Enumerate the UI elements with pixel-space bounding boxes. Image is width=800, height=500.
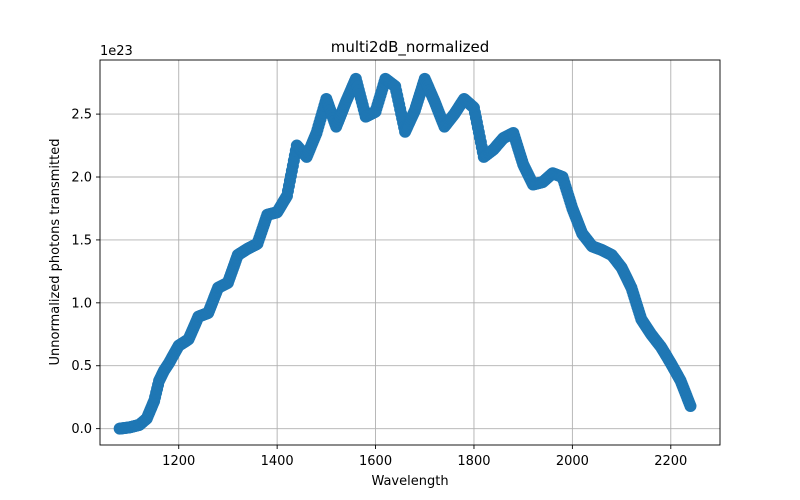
y-tick-label: 0.0 (71, 422, 92, 437)
x-axis-label: Wavelength (371, 474, 448, 489)
x-tick-label: 1600 (359, 454, 392, 469)
x-tick-label: 1400 (261, 454, 294, 469)
y-tick-label: 0.5 (71, 359, 92, 374)
x-tick-label: 1200 (162, 454, 195, 469)
y-tick-label: 2.0 (71, 171, 92, 186)
y-tick-label: 1.0 (71, 296, 92, 311)
data-point (684, 400, 697, 412)
ticks: 1200 1400 1600 1800 2000 2200 0.0 0.5 1.0 1.5 2.0 2… (71, 108, 687, 469)
y-offset-label: 1e23 (100, 44, 133, 59)
chart-title: multi2dB_normalized (331, 38, 490, 57)
data-points (113, 72, 697, 435)
x-tick-label: 2200 (654, 454, 687, 469)
y-tick-label: 2.5 (71, 108, 92, 123)
x-tick-label: 1800 (457, 454, 490, 469)
x-tick-label: 2000 (556, 454, 589, 469)
y-axis-label: Unnormalized photons transmitted (48, 139, 63, 366)
y-tick-label: 1.5 (71, 233, 92, 248)
grid (100, 60, 720, 445)
plot-frame (99, 59, 721, 446)
